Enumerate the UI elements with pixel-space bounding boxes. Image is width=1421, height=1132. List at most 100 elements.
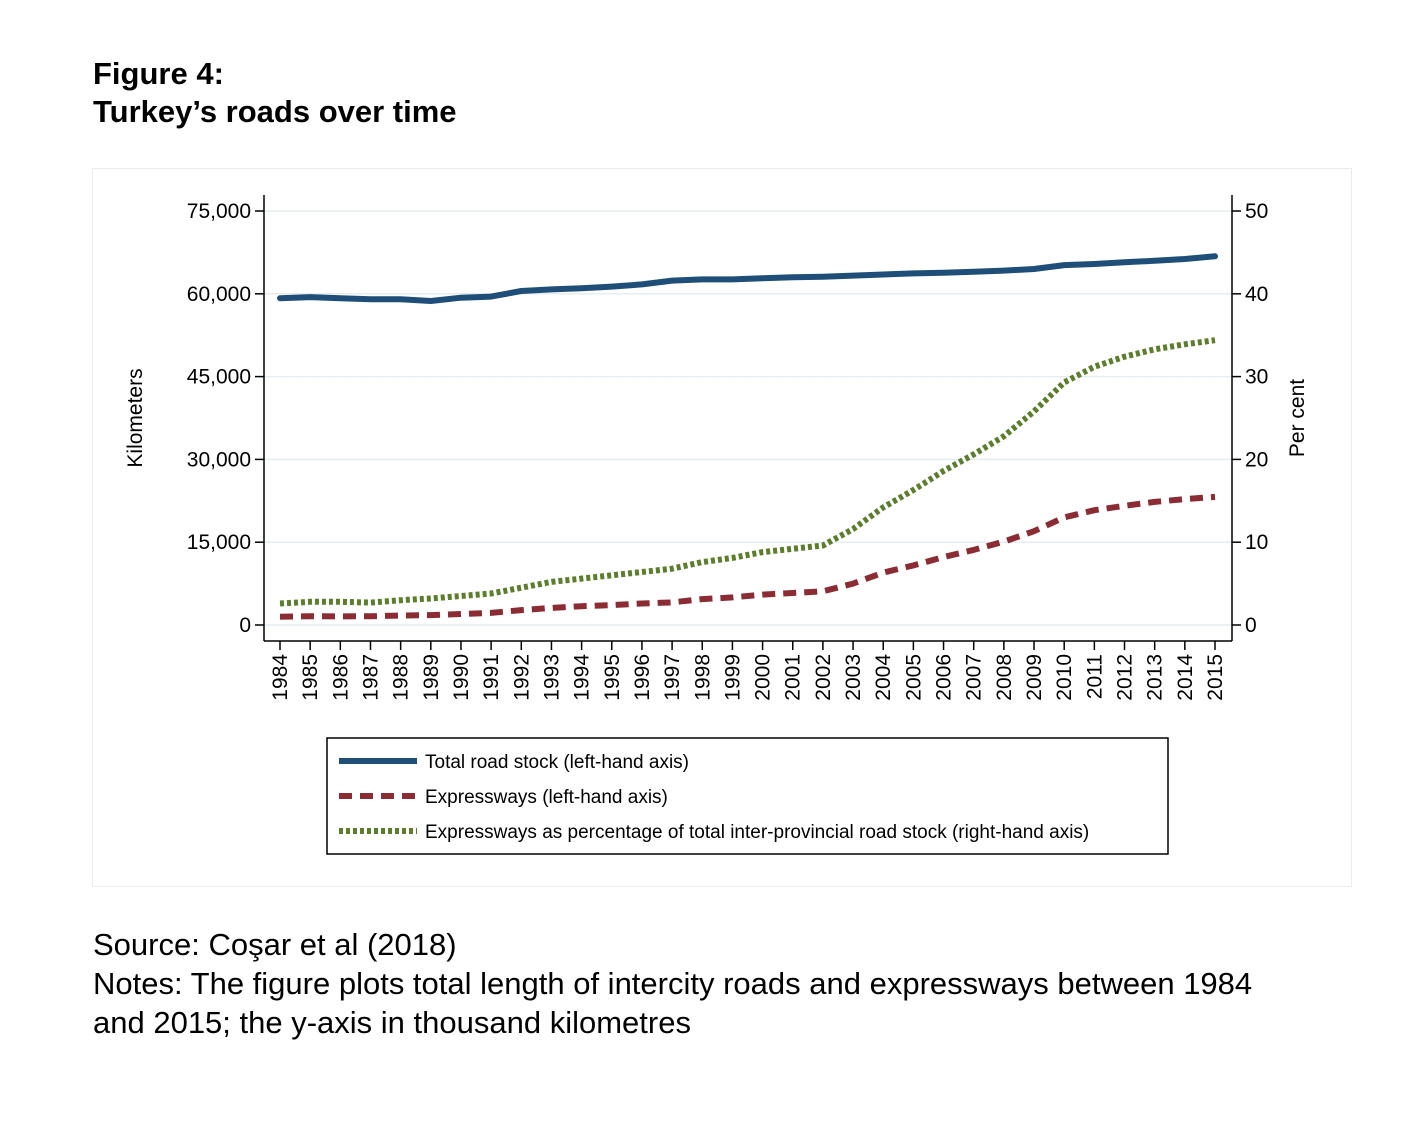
data-point <box>822 276 823 277</box>
data-point <box>1215 496 1216 497</box>
data-point <box>853 583 854 584</box>
x-tick-label: 1991 <box>480 654 503 701</box>
figure-label: Figure 4: <box>93 56 224 91</box>
data-point <box>732 597 733 598</box>
x-tick-label: 1985 <box>299 654 322 701</box>
y-tick-label-right: 30 <box>1245 366 1268 389</box>
x-tick-label: 1993 <box>540 654 563 701</box>
data-point <box>521 291 522 292</box>
x-tick-label: 1984 <box>269 654 292 701</box>
data-point <box>370 602 371 603</box>
data-point <box>913 490 914 491</box>
data-point <box>491 593 492 594</box>
x-tick-label: 2014 <box>1174 654 1197 701</box>
y-tick-label-right: 50 <box>1245 200 1268 223</box>
data-point <box>1034 531 1035 532</box>
data-point <box>581 578 582 579</box>
data-point <box>702 279 703 280</box>
series-line-2 <box>279 493 1216 620</box>
y-tick-label-right: 0 <box>1245 614 1257 637</box>
x-tick-label: 2006 <box>933 654 956 701</box>
data-point <box>280 616 281 617</box>
y-tick-label-left: 60,000 <box>187 283 251 306</box>
chart-container: 0 15,000 30,000 45,000 60,000 75,000 0 10 20 30 40… <box>92 168 1352 887</box>
figure-heading: Turkey’s roads over time <box>93 94 457 129</box>
x-tick-label: 2013 <box>1144 654 1167 701</box>
data-point <box>702 599 703 600</box>
notes-line-1: Notes: The figure plots total length of … <box>93 966 1253 1001</box>
data-point <box>400 600 401 601</box>
data-point <box>672 568 673 569</box>
x-tick-label: 2007 <box>963 654 986 701</box>
data-point <box>973 549 974 550</box>
y-tick-label-right: 20 <box>1245 448 1268 471</box>
data-point <box>641 284 642 285</box>
data-point <box>310 616 311 617</box>
data-point <box>460 596 461 597</box>
data-point <box>340 298 341 299</box>
data-point <box>762 594 763 595</box>
data-point <box>973 271 974 272</box>
data-point <box>1034 268 1035 269</box>
data-point <box>762 278 763 279</box>
data-point <box>310 601 311 602</box>
data-point <box>1154 260 1155 261</box>
data-point <box>1064 382 1065 383</box>
data-point <box>310 297 311 298</box>
data-point <box>792 548 793 549</box>
x-tick-label: 2000 <box>752 654 775 701</box>
data-point <box>611 286 612 287</box>
data-point <box>913 565 914 566</box>
data-point <box>460 613 461 614</box>
series-line-1 <box>277 253 1218 304</box>
x-tick-label: 1995 <box>601 654 624 701</box>
data-point <box>280 298 281 299</box>
x-tick-label: 1992 <box>510 654 533 701</box>
data-point <box>340 601 341 602</box>
x-tick-label: 1996 <box>631 654 654 701</box>
x-tick-label: 2001 <box>782 654 805 701</box>
data-point <box>1003 436 1004 437</box>
y-axis-label-right: Per cent <box>1286 379 1309 457</box>
data-point <box>702 562 703 563</box>
legend-label-1: Total road stock (left-hand axis) <box>425 752 689 773</box>
y-tick-label-right: 40 <box>1245 283 1268 306</box>
x-tick-label: 2003 <box>842 654 865 701</box>
x-tick-label: 1986 <box>329 654 352 701</box>
data-point <box>400 615 401 616</box>
y-tick-label-left: 30,000 <box>187 448 251 471</box>
data-point <box>400 299 401 300</box>
data-point <box>1215 340 1216 341</box>
data-point <box>1094 510 1095 511</box>
data-point <box>883 507 884 508</box>
source-notes: Source: Coşar et al (2018) Notes: The fi… <box>93 925 1373 1042</box>
y-tick-label-right: 10 <box>1245 531 1268 554</box>
x-tick-label: 1997 <box>661 654 684 701</box>
data-point <box>973 454 974 455</box>
data-point <box>943 557 944 558</box>
data-point <box>460 297 461 298</box>
data-point <box>732 279 733 280</box>
data-point <box>370 616 371 617</box>
data-point <box>943 272 944 273</box>
data-point <box>853 275 854 276</box>
legend-label-2: Expressways (left-hand axis) <box>425 787 668 808</box>
data-point <box>1124 505 1125 506</box>
data-point <box>430 300 431 301</box>
data-point <box>792 592 793 593</box>
x-tick-label: 1989 <box>420 654 443 701</box>
data-point <box>1124 356 1125 357</box>
x-tick-label: 2011 <box>1083 654 1106 699</box>
data-point <box>611 575 612 576</box>
series-line-3 <box>279 337 1216 607</box>
data-point <box>672 280 673 281</box>
data-point <box>1003 541 1004 542</box>
data-point <box>491 612 492 613</box>
legend-label-3: Expressways as percentage of total inter… <box>425 822 1089 843</box>
data-point <box>280 603 281 604</box>
data-point <box>1064 517 1065 518</box>
data-point <box>913 273 914 274</box>
data-point <box>1184 499 1185 500</box>
x-tick-label: 1998 <box>691 654 714 701</box>
x-tick-label: 2015 <box>1204 654 1227 701</box>
